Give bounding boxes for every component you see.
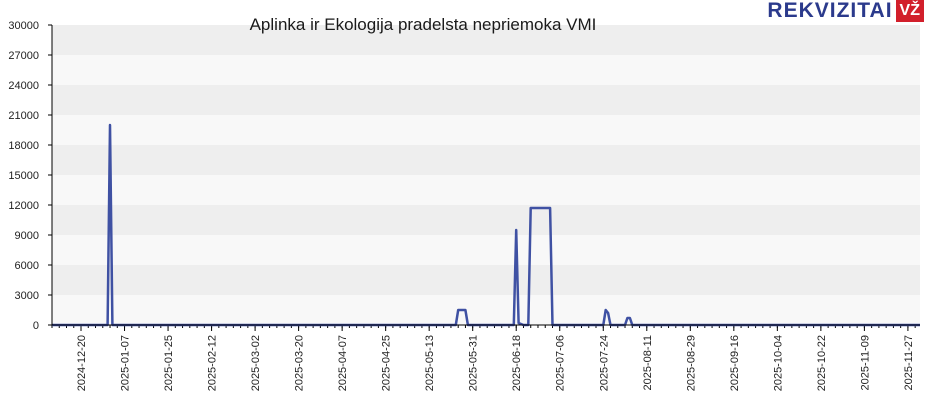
brand-logo[interactable]: REKVIZITAI VŽ xyxy=(767,0,924,22)
y-tick-label: 12000 xyxy=(8,200,39,212)
grid-band xyxy=(52,235,920,265)
x-tick-label: 2025-01-07 xyxy=(120,335,132,391)
x-tick-label: 2025-05-13 xyxy=(424,335,436,391)
x-tick-label: 2025-06-18 xyxy=(511,335,523,391)
x-tick-label: 2025-11-27 xyxy=(903,335,915,390)
x-tick-label: 2025-10-22 xyxy=(816,335,828,391)
brand-name: REKVIZITAI xyxy=(767,0,893,22)
y-tick-label: 21000 xyxy=(8,110,39,122)
background-bands xyxy=(52,25,920,325)
grid-band xyxy=(52,205,920,235)
x-tick-label: 2025-08-11 xyxy=(642,335,654,390)
x-axis: 2024-12-20 2025-01-07 2025-01-25 2025-02-12… xyxy=(51,325,916,391)
y-tick-label: 0 xyxy=(33,320,39,332)
x-tick-label: 2024-12-20 xyxy=(76,335,88,391)
grid-band xyxy=(52,265,920,295)
y-tick-label: 18000 xyxy=(8,140,39,152)
x-tick-label: 2025-08-29 xyxy=(685,335,697,391)
grid-band xyxy=(52,25,920,55)
y-tick-label: 15000 xyxy=(8,170,39,182)
grid-band xyxy=(52,295,920,325)
x-tick-label: 2025-10-04 xyxy=(772,335,784,391)
chart-title: Aplinka ir Ekologija pradelsta nepriemok… xyxy=(250,15,597,34)
x-tick-label: 2025-05-31 xyxy=(468,335,480,391)
grid-band xyxy=(52,145,920,175)
x-tick-label: 2025-03-02 xyxy=(250,335,262,391)
grid-band xyxy=(52,175,920,205)
grid-band xyxy=(52,115,920,145)
grid-band xyxy=(52,55,920,85)
x-tick-label: 2025-07-06 xyxy=(555,335,567,391)
brand-badge: VŽ xyxy=(895,0,924,22)
y-tick-label: 9000 xyxy=(15,230,39,242)
y-tick-label: 24000 xyxy=(8,80,39,92)
x-tick-label: 2025-11-09 xyxy=(859,335,871,390)
x-tick-label: 2025-02-12 xyxy=(207,335,219,391)
y-tick-label: 6000 xyxy=(15,260,39,272)
y-axis: 0 3000 6000 9000 12000 15000 18000 21000 24000 27… xyxy=(8,20,52,332)
x-tick-label: 2025-01-25 xyxy=(163,335,175,391)
x-tick-label: 2025-07-24 xyxy=(598,335,610,391)
y-tick-label: 30000 xyxy=(8,20,39,32)
x-tick-label: 2025-04-07 xyxy=(337,335,349,391)
x-tick-label: 2025-03-20 xyxy=(294,335,306,391)
y-tick-label: 27000 xyxy=(8,50,39,62)
x-tick-label: 2025-09-16 xyxy=(729,335,741,391)
x-tick-label: 2025-04-25 xyxy=(381,335,393,391)
grid-band xyxy=(52,85,920,115)
y-tick-label: 3000 xyxy=(15,290,39,302)
